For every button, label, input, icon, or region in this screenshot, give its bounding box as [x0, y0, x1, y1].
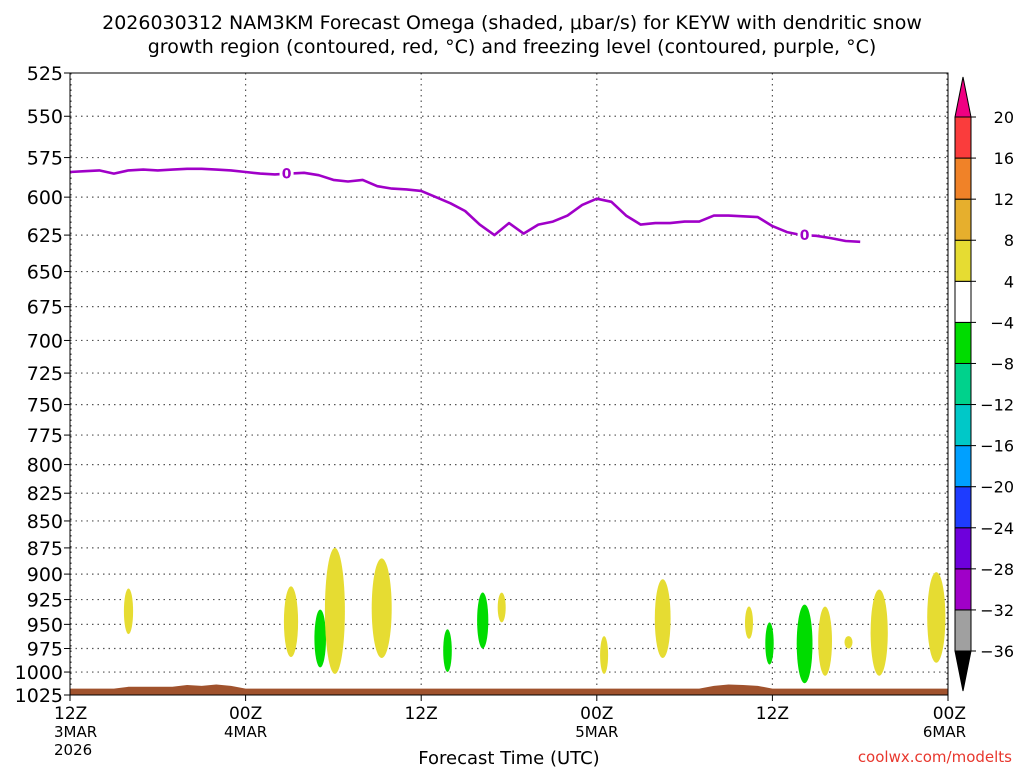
colorbar-segment [954, 198, 972, 241]
colorbar-segment [954, 568, 972, 611]
y-tick-label: 725 [27, 363, 63, 385]
colorbar-segment [954, 527, 972, 570]
omega-cell [765, 622, 774, 665]
colorbar-segment [954, 486, 972, 529]
omega-cell [443, 629, 452, 672]
freezing-level-layer: 00 [69, 165, 861, 244]
y-tick-label: 600 [27, 187, 63, 209]
colorbar: −36 −32 −28 −24 −20 −16 −12 −8 −4 4 8 12 16 20 [954, 76, 1014, 692]
colorbar-tick-label: −24 [980, 519, 1014, 538]
chart-title-line2: growth region (contoured, red, °C) and f… [148, 36, 877, 58]
colorbar-tick-label: 8 [1004, 231, 1014, 250]
x-tick-date-label: 5MAR [575, 723, 618, 741]
x-axis-label: Forecast Time (UTC) [418, 748, 599, 768]
y-tick-label: 750 [27, 395, 63, 417]
y-tick-label: 525 [27, 63, 63, 85]
omega-cell [600, 636, 609, 674]
y-tick-label: 625 [27, 225, 63, 247]
colorbar-tick-label: 16 [994, 149, 1014, 168]
x-tick-time-label: 00Z [933, 704, 966, 724]
y-tick-label: 875 [27, 538, 63, 560]
y-tick-label: 700 [27, 330, 63, 352]
omega-cell [314, 609, 327, 668]
omega-cell [324, 547, 345, 674]
colorbar-segment [954, 239, 972, 282]
terrain-layer [70, 684, 948, 695]
omega-cell [870, 589, 888, 676]
colorbar-tick-label: −8 [990, 354, 1014, 373]
colorbar-tick-label: −20 [980, 478, 1014, 497]
omega-cell [844, 636, 853, 649]
y-tick-label: 800 [27, 455, 63, 477]
omega-cell [796, 604, 813, 684]
omega-shading-layer [123, 547, 946, 684]
y-tick-label: 975 [27, 639, 63, 661]
omega-cell [371, 558, 392, 658]
y-tick-label: 650 [27, 262, 63, 284]
y-tick-label: 925 [27, 590, 63, 612]
x-tick-time-label: 00Z [580, 704, 613, 724]
omega-cell [477, 592, 489, 649]
colorbar-segment [954, 280, 972, 323]
colorbar-arrow-bottom [954, 650, 972, 692]
x-tick-time-label: 12Z [405, 704, 438, 724]
colorbar-segment [954, 116, 972, 159]
x-tick-date-label: 6MAR [923, 723, 966, 741]
colorbar-segment [954, 362, 972, 406]
y-tick-label: 675 [27, 297, 63, 319]
plot-frame [69, 72, 949, 696]
y-tick-label: 1025 [15, 685, 63, 707]
y-tick-label: 550 [27, 106, 63, 128]
colorbar-tick-label: −4 [990, 313, 1014, 332]
colorbar-arrow-top [954, 76, 972, 118]
colorbar-segment [954, 404, 972, 447]
colorbar-tick-label: −12 [980, 396, 1014, 415]
y-tick-label: 825 [27, 483, 63, 505]
colorbar-segment [954, 445, 972, 488]
y-axis: 525 550 575 600 625 650 675 700 725 750 775 800 825 8… [15, 63, 70, 707]
credit-text: coolwx.com/modelts [858, 748, 1012, 766]
y-tick-label: 1000 [15, 662, 63, 684]
terrain-fill [70, 684, 948, 695]
x-tick-time-label: 12Z [756, 704, 789, 724]
chart-title-line1: 2026030312 NAM3KM Forecast Omega (shaded… [102, 12, 922, 34]
omega-cell [745, 606, 753, 639]
y-tick-label: 775 [27, 425, 63, 447]
omega-cell [123, 588, 134, 635]
colorbar-segment [954, 609, 972, 652]
freezing-level-line [69, 167, 861, 244]
gridlines [70, 73, 948, 695]
omega-cell [654, 579, 671, 658]
y-tick-label: 950 [27, 614, 63, 636]
contour-label: 0 [800, 228, 810, 244]
contour-label-bg [797, 227, 812, 244]
omega-cell [283, 586, 299, 657]
contour-label: 0 [282, 167, 292, 183]
x-tick-year-label: 2026 [54, 741, 92, 759]
omega-cell [927, 572, 946, 663]
colorbar-tick-label: 4 [1004, 272, 1014, 291]
colorbar-tick-label: −28 [980, 560, 1014, 579]
x-tick-date-label: 3MAR [54, 723, 97, 741]
colorbar-tick-label: −16 [980, 437, 1014, 456]
y-tick-label: 850 [27, 511, 63, 533]
colorbar-tick-label: 20 [994, 108, 1014, 127]
y-tick-label: 575 [27, 148, 63, 170]
colorbar-tick-label: −36 [980, 642, 1014, 661]
colorbar-tick-label: 12 [994, 190, 1014, 209]
x-tick-time-label: 12Z [54, 704, 87, 724]
omega-cell [497, 592, 506, 623]
contour-label-bg [279, 165, 294, 182]
omega-cell [818, 606, 832, 676]
x-tick-time-label: 00Z [229, 704, 262, 724]
colorbar-segment [954, 157, 972, 200]
x-tick-date-label: 4MAR [224, 723, 267, 741]
colorbar-tick-label: −32 [980, 601, 1014, 620]
y-tick-label: 900 [27, 564, 63, 586]
colorbar-segment [954, 321, 972, 364]
